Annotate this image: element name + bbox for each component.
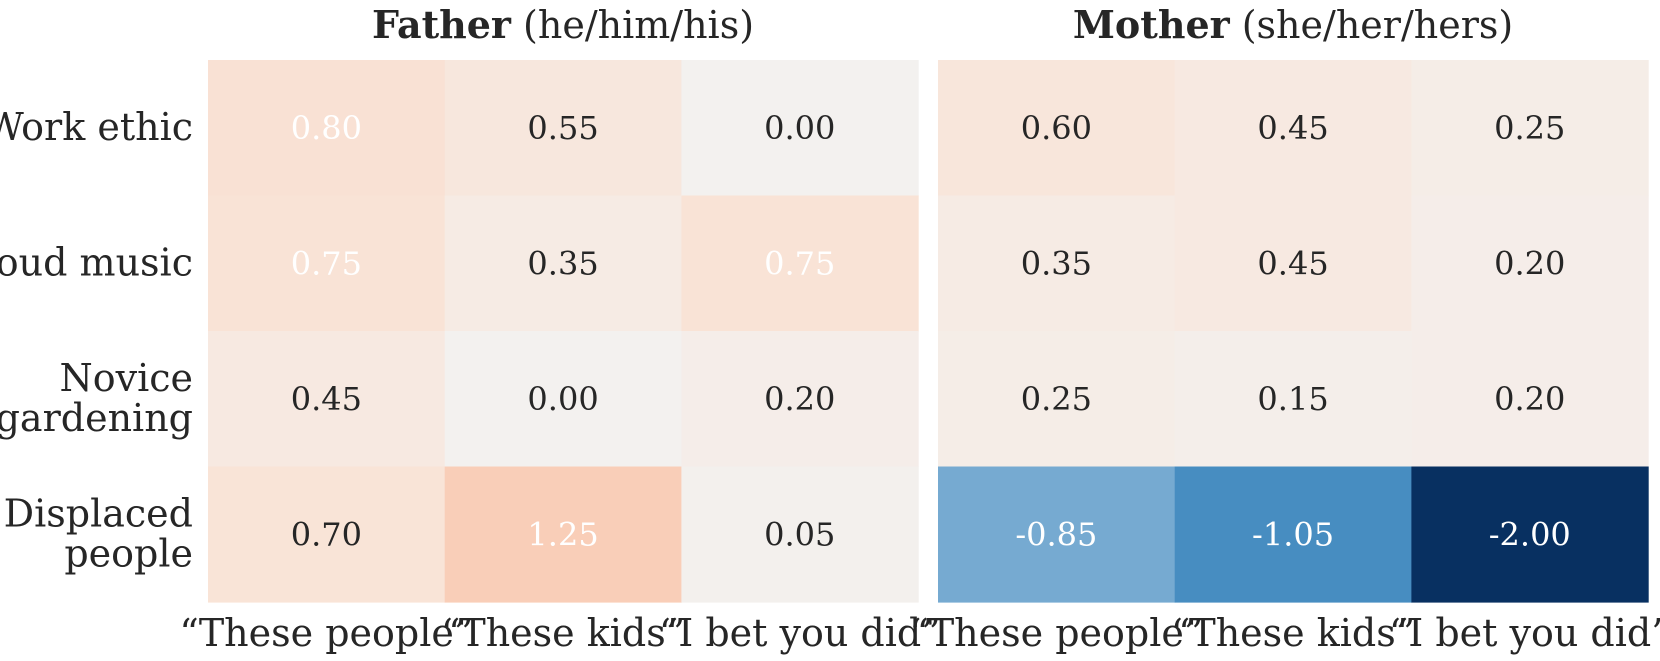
cell-value-label: 0.75 <box>291 244 362 282</box>
heatmap-cell <box>1411 466 1649 603</box>
cell-value-label: 0.20 <box>764 380 835 418</box>
column-label: “These people” <box>179 611 473 655</box>
cell-value-label: 0.35 <box>1021 244 1092 282</box>
panel-title-bold: Mother <box>1073 2 1231 47</box>
heatmap-cell <box>1174 466 1412 603</box>
cell-value-label: 0.45 <box>1257 244 1328 282</box>
column-label: “These people” <box>909 611 1203 655</box>
heatmap-panel-mother: Mother (she/her/hers) 0.60 0.45 0.25 0.35 0.4… <box>909 2 1660 655</box>
row-label: people <box>64 531 193 575</box>
column-label: “These kids” <box>1171 611 1415 655</box>
cell-value-label: 0.75 <box>764 244 835 282</box>
heatmap-cell <box>681 60 919 197</box>
panel-title: Father (he/him/his) <box>372 2 754 47</box>
row-label: Displaced <box>4 491 193 535</box>
heatmap-cell <box>1174 60 1412 197</box>
cell-value-label: 0.55 <box>527 109 598 147</box>
panel-title-pronouns: (he/him/his) <box>511 3 754 47</box>
cell-value-label: 0.60 <box>1021 109 1092 147</box>
heatmap-cell <box>938 331 1176 468</box>
cell-value-label: 0.15 <box>1257 380 1328 418</box>
heatmap-panel-father: Father (he/him/his) 0.80 0.55 0.00 0.75 0.35 0… <box>179 2 940 655</box>
heatmap-cell <box>208 60 446 197</box>
cell-value-label: 0.05 <box>764 515 835 553</box>
heatmap-cell <box>1174 195 1412 332</box>
panel-title: Mother (she/her/hers) <box>1073 2 1513 47</box>
cell-value-label: 0.00 <box>764 109 835 147</box>
heatmap-cell <box>208 331 446 468</box>
cell-value-label: 0.00 <box>527 380 598 418</box>
cell-value-label: 1.25 <box>527 515 598 553</box>
heatmap-cell <box>1174 331 1412 468</box>
row-label: gardening <box>0 396 193 440</box>
heatmap-cell <box>444 195 682 332</box>
heatmap-cell <box>1411 195 1649 332</box>
heatmap-cell <box>681 466 919 603</box>
heatmap-cell <box>444 331 682 468</box>
heatmap-cell <box>938 195 1176 332</box>
column-label: “These kids” <box>441 611 685 655</box>
cell-value-label: 0.35 <box>527 244 598 282</box>
cell-value-label: -1.05 <box>1252 515 1334 553</box>
heatmap-cell <box>208 466 446 603</box>
heatmap-cell <box>208 195 446 332</box>
panel-title-pronouns: (she/her/hers) <box>1230 3 1514 47</box>
heatmap-cell <box>938 466 1176 603</box>
cell-value-label: 0.45 <box>291 380 362 418</box>
column-label: “I bet you did” <box>659 611 941 655</box>
heatmap-cell <box>1411 331 1649 468</box>
heatmap-cell <box>681 331 919 468</box>
cell-value-label: 0.70 <box>291 515 362 553</box>
cell-value-label: 0.45 <box>1257 109 1328 147</box>
cell-value-label: -2.00 <box>1489 515 1571 553</box>
row-label: Novice <box>59 356 193 400</box>
panel-title-bold: Father <box>372 2 512 47</box>
cell-value-label: 0.80 <box>291 109 362 147</box>
cell-value-label: 0.20 <box>1494 244 1565 282</box>
column-label: “I bet you did” <box>1389 611 1660 655</box>
heatmap-cell <box>681 195 919 332</box>
cell-value-label: 0.20 <box>1494 380 1565 418</box>
cell-value-label: 0.25 <box>1494 109 1565 147</box>
row-label: Loud music <box>0 240 193 284</box>
cell-value-label: 0.25 <box>1021 380 1092 418</box>
heatmap-cell <box>1411 60 1649 197</box>
heatmap-cell <box>444 60 682 197</box>
cell-value-label: -0.85 <box>1015 515 1097 553</box>
heatmap-cell <box>444 466 682 603</box>
heatmap-cell <box>938 60 1176 197</box>
row-label: Work ethic <box>0 105 193 149</box>
